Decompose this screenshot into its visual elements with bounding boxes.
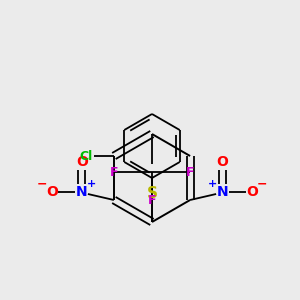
Text: O: O [46, 185, 58, 199]
Text: Cl: Cl [79, 149, 92, 163]
Text: F: F [110, 166, 118, 178]
Text: N: N [76, 185, 88, 199]
Text: O: O [76, 155, 88, 169]
Text: N: N [216, 185, 228, 199]
Text: F: F [186, 166, 194, 178]
Text: S: S [146, 187, 158, 202]
Text: −: − [257, 178, 267, 190]
Text: O: O [246, 185, 258, 199]
Text: F: F [148, 194, 156, 206]
Text: O: O [216, 155, 228, 169]
Text: +: + [208, 179, 217, 189]
Text: +: + [87, 179, 97, 189]
Text: −: − [37, 178, 47, 190]
